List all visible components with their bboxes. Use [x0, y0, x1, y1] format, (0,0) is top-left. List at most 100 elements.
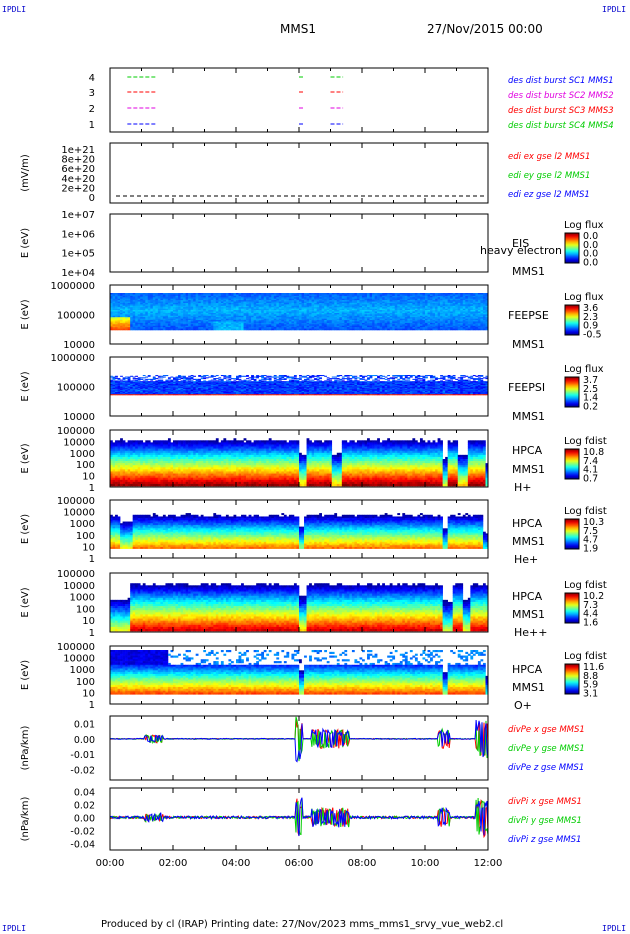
y-tick-label: 100 — [76, 531, 95, 542]
legend-entry: divPi z gse MMS1 — [508, 835, 581, 845]
y-tick-label: 100000 — [57, 311, 95, 322]
instrument-label: HPCA — [512, 517, 543, 530]
legend-entry: edi ex gse l2 MMS1 — [508, 152, 590, 162]
instrument-label: MMS1 — [512, 410, 545, 423]
y-tick-label: 1 — [89, 700, 95, 711]
y-tick-label: 1e+05 — [61, 249, 95, 260]
y-tick-label: 4 — [89, 73, 95, 84]
instrument-label: H+ — [514, 481, 532, 494]
panel-divpi: 0.04 0.02 0.00 -0.02 -0.04 (nPa/km) divPi x gs… — [20, 787, 582, 850]
y-tick-label: 10000 — [63, 581, 95, 592]
y-tick-label: 0.02 — [74, 800, 95, 811]
y-tick-label: 0.00 — [74, 735, 95, 746]
colorbar-tick-label: 0.7 — [583, 473, 598, 484]
y-tick-label: -0.02 — [70, 826, 95, 837]
instrument-label: He+ — [514, 553, 538, 566]
y-axis-label: (nPa/km) — [20, 797, 31, 842]
legend-entry: des dist burst SC2 MMS2 — [508, 91, 614, 101]
legend-entry: des dist burst SC4 MMS4 — [508, 121, 614, 131]
y-axis-label: E (eV) — [20, 443, 31, 473]
y-tick-label: 100000 — [57, 569, 95, 580]
y-tick-label: -0.01 — [70, 750, 95, 761]
y-tick-label: 100000 — [57, 383, 95, 394]
y-tick-label: 1000 — [70, 665, 95, 676]
colorbar-title: Log fdist — [564, 436, 607, 447]
legend-entry: divPe x gse MMS1 — [508, 725, 585, 735]
instrument-label: HPCA — [512, 663, 543, 676]
legend-entry: edi ez gse l2 MMS1 — [508, 190, 590, 200]
instrument-label: HPCA — [512, 590, 543, 603]
instrument-label: FEEPSE — [508, 309, 549, 322]
x-tick-label: 06:00 — [285, 858, 314, 869]
legend-entry: divPi y gse MMS1 — [508, 816, 582, 826]
overlay-label: heavy electron to — [480, 244, 577, 257]
y-tick-label: 1 — [89, 483, 95, 494]
y-tick-label: 2 — [89, 104, 95, 115]
y-tick-label: 0.00 — [74, 813, 95, 824]
y-tick-label: 0.04 — [74, 787, 95, 798]
y-axis-label: E (eV) — [20, 371, 31, 401]
y-tick-label: 3 — [89, 88, 95, 99]
x-axis: 00:00 02:00 04:00 06:00 08:00 10:00 12:00 — [96, 858, 503, 869]
y-tick-label: 1 — [89, 554, 95, 565]
instrument-label: MMS1 — [512, 681, 545, 694]
x-tick-label: 10:00 — [411, 858, 440, 869]
colorbar-title: Log fdist — [564, 580, 607, 591]
colorbar — [565, 233, 579, 263]
x-tick-label: 08:00 — [348, 858, 377, 869]
legend-entry: divPe y gse MMS1 — [508, 744, 585, 754]
instrument-label: O+ — [514, 699, 532, 712]
y-tick-label: -0.04 — [70, 839, 95, 850]
y-axis-label: E (eV) — [20, 228, 31, 258]
legend-entry: edi ey gse l2 MMS1 — [508, 171, 590, 181]
instrument-label: MMS1 — [512, 535, 545, 548]
colorbar-tick-label: -0.5 — [583, 329, 602, 340]
colorbar-tick-label: 1.6 — [583, 617, 598, 628]
y-tick-label: 10000 — [63, 437, 95, 448]
y-axis-label: E (eV) — [20, 514, 31, 544]
instrument-label: MMS1 — [512, 338, 545, 351]
y-tick-label: -0.02 — [70, 765, 95, 776]
y-axis-label: (nPa/km) — [20, 726, 31, 771]
y-tick-label: 1e+04 — [61, 268, 95, 279]
y-tick-label: 10 — [82, 688, 95, 699]
y-tick-label: 0.01 — [74, 720, 95, 731]
y-tick-label: 1 — [89, 628, 95, 639]
y-axis-label: E (eV) — [20, 587, 31, 617]
colorbar-title: Log fdist — [564, 651, 607, 662]
y-tick-label: 10000 — [63, 340, 95, 351]
x-tick-label: 02:00 — [159, 858, 188, 869]
y-tick-label: 1000 — [70, 593, 95, 604]
colorbar-title: Log flux — [564, 220, 604, 231]
colorbar-tick-label: 0.0 — [583, 257, 598, 268]
instrument-label: He++ — [514, 626, 547, 639]
colorbar — [565, 305, 579, 335]
y-tick-label: 10 — [82, 616, 95, 627]
instrument-label: HPCA — [512, 444, 543, 457]
panel-divpe: 0.01 0.00 -0.01 -0.02 (nPa/km) divPe x gse MM… — [20, 716, 585, 780]
instrument-label: MMS1 — [512, 608, 545, 621]
chart-area: 4321des dist burst SC1 MMS1des dist burs… — [0, 0, 630, 934]
legend-entry: divPi x gse MMS1 — [508, 797, 582, 807]
y-tick-label: 10000 — [63, 412, 95, 423]
panel-frame — [110, 68, 488, 132]
y-tick-label: 100 — [76, 460, 95, 471]
colorbar-title: Log flux — [564, 364, 604, 375]
x-tick-label: 12:00 — [474, 858, 503, 869]
y-tick-label: 1e+07 — [61, 210, 95, 221]
y-tick-label: 0 — [89, 193, 95, 204]
y-tick-label: 1 — [89, 120, 95, 131]
colorbar-title: Log fdist — [564, 506, 607, 517]
colorbar — [565, 664, 579, 694]
y-axis-label: E (eV) — [20, 660, 31, 690]
instrument-label: MMS1 — [512, 463, 545, 476]
y-tick-label: 1000000 — [50, 281, 95, 292]
y-tick-label: 10 — [82, 542, 95, 553]
y-tick-label: 100000 — [57, 426, 95, 437]
